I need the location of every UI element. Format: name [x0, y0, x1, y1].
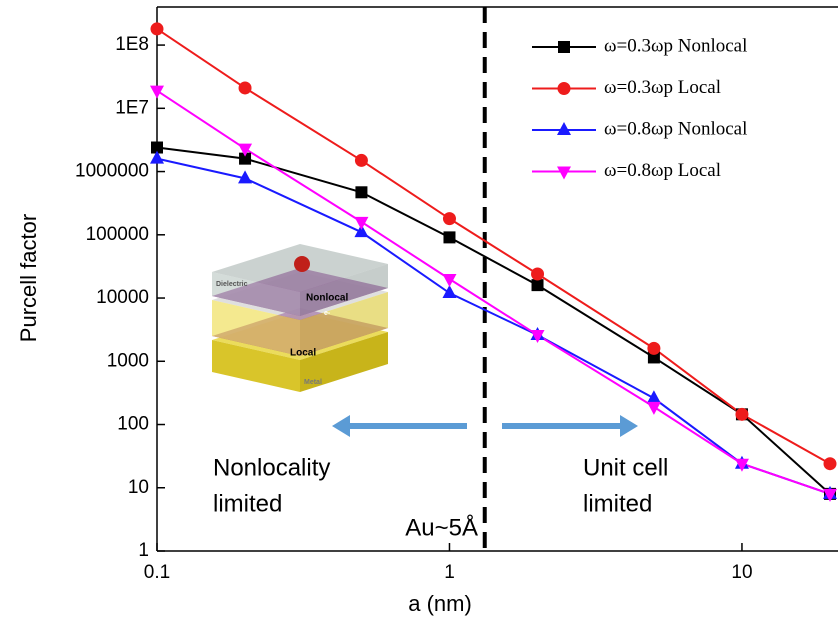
marker: [532, 279, 544, 291]
legend-marker: [557, 122, 571, 135]
marker: [151, 22, 164, 35]
marker: [442, 274, 456, 287]
marker: [150, 86, 164, 99]
chart: a (nm) Purcell factor Dielectric Nonlocal…: [0, 0, 838, 623]
y-tick-label: 1000: [107, 350, 149, 371]
inset-label: Metal: [304, 379, 322, 386]
legend-label: ω=0.3ωp Local: [604, 77, 721, 98]
x-tick-label: 0.1: [144, 562, 170, 583]
marker: [735, 408, 748, 421]
legend-label: ω=0.3ωp Nonlocal: [604, 35, 747, 56]
marker: [239, 81, 252, 94]
y-axis-label: Purcell factor: [16, 214, 41, 342]
y-tick-label: 100: [117, 414, 149, 435]
legend-marker: [558, 41, 570, 53]
marker: [531, 267, 544, 280]
annotation: Nonlocality: [213, 454, 330, 481]
annotation: Unit cell: [583, 454, 668, 481]
marker: [443, 212, 456, 225]
annotation: limited: [213, 490, 282, 517]
marker: [824, 457, 837, 470]
inset-atom: [294, 256, 310, 272]
legend-marker: [557, 167, 571, 180]
legend-label: ω=0.8ωp Nonlocal: [604, 118, 747, 139]
inset-label: e-: [324, 310, 331, 317]
inset: [212, 244, 388, 392]
x-axis-label: a (nm): [408, 591, 472, 616]
y-tick-label: 1E7: [115, 97, 149, 118]
marker: [354, 217, 368, 230]
inset-label: Nonlocal: [306, 293, 348, 304]
marker: [443, 231, 455, 243]
inset-label: Local: [290, 348, 316, 359]
series-line: [157, 29, 830, 464]
marker: [647, 390, 661, 403]
y-tick-label: 100000: [86, 224, 149, 245]
marker: [647, 342, 660, 355]
y-tick-label: 10000: [96, 287, 149, 308]
legend-label: ω=0.8ωp Local: [604, 160, 721, 181]
y-tick-label: 1E8: [115, 34, 149, 55]
y-tick-label: 1: [138, 540, 149, 561]
arrow-head: [620, 415, 638, 437]
arrow-head: [332, 415, 350, 437]
annotation: Au~5Å: [405, 513, 478, 541]
marker: [355, 186, 367, 198]
marker: [647, 402, 661, 415]
x-tick-label: 1: [444, 562, 455, 583]
y-tick-label: 10: [128, 477, 149, 498]
legend-marker: [558, 82, 571, 95]
x-tick-label: 10: [731, 562, 752, 583]
annotation: limited: [583, 490, 652, 517]
y-tick-label: 1000000: [75, 161, 149, 182]
inset-label: Dielectric: [216, 281, 248, 288]
marker: [355, 154, 368, 167]
